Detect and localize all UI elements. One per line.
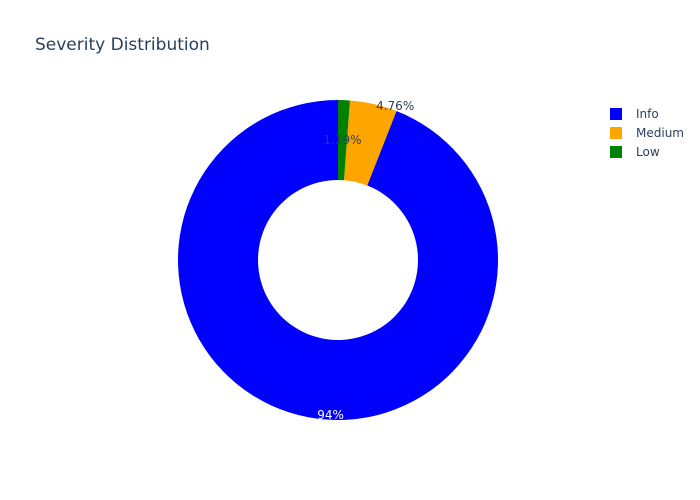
legend-item-info[interactable]: Info <box>610 107 659 121</box>
slice-labels: 94% 4.76% 1.19% <box>317 99 414 422</box>
legend-label-low: Low <box>636 145 660 159</box>
slice-label-info: 94% <box>317 408 344 422</box>
legend-swatch-low <box>610 146 622 158</box>
slice-label-low: 1.19% <box>323 133 361 147</box>
legend[interactable]: Info Medium Low <box>610 107 684 159</box>
legend-label-medium: Medium <box>636 126 684 140</box>
chart-title: Severity Distribution <box>35 35 210 55</box>
legend-item-medium[interactable]: Medium <box>610 126 684 140</box>
slice-info[interactable] <box>178 100 499 420</box>
legend-label-info: Info <box>636 107 659 121</box>
legend-swatch-medium <box>610 127 622 139</box>
legend-item-low[interactable]: Low <box>610 145 660 159</box>
legend-swatch-info <box>610 108 622 120</box>
slice-medium[interactable] <box>343 100 397 186</box>
slice-label-medium: 4.76% <box>376 99 414 113</box>
slice-low[interactable] <box>338 100 350 181</box>
donut-slices <box>178 100 499 420</box>
